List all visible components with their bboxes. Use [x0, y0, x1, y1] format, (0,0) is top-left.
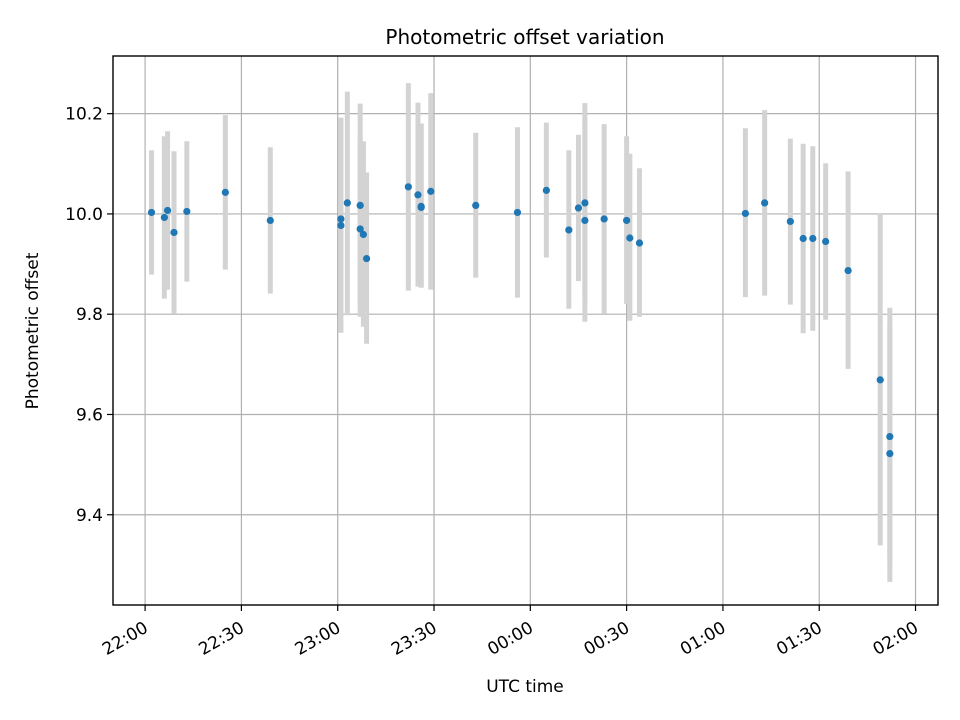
data-point: [844, 266, 852, 275]
data-point: [623, 216, 631, 225]
x-axis-label: UTC time: [486, 677, 564, 697]
data-point: [581, 199, 589, 207]
data-point: [786, 217, 794, 226]
data-point: [160, 213, 168, 222]
data-point: [356, 225, 364, 233]
data-point: [472, 201, 480, 210]
data-point: [163, 206, 172, 215]
data-point: [427, 187, 435, 195]
data-point: [356, 201, 364, 210]
data-point: [359, 230, 367, 239]
data-point: [147, 208, 156, 217]
y-tick-label: 9.6: [76, 405, 103, 425]
data-point: [183, 207, 191, 216]
data-point: [581, 216, 589, 225]
data-point: [761, 199, 769, 207]
data-point: [822, 237, 830, 246]
data-point: [513, 208, 522, 217]
y-tick-label: 9.4: [76, 506, 103, 526]
y-tick-label: 9.8: [76, 305, 103, 325]
data-point: [600, 215, 608, 223]
chart-title: Photometric offset variation: [385, 25, 664, 49]
data-point: [266, 216, 274, 225]
data-point: [635, 239, 644, 247]
data-point: [404, 183, 412, 191]
data-points: [147, 183, 894, 458]
data-point: [574, 204, 583, 212]
data-point: [343, 199, 351, 207]
data-point: [414, 191, 422, 199]
data-point: [886, 449, 894, 458]
y-axis-label: Photometric offset: [23, 252, 43, 409]
data-point: [741, 209, 749, 218]
data-point: [170, 228, 178, 237]
data-point: [799, 234, 807, 243]
plot-frame: [112, 55, 939, 606]
data-point: [886, 432, 894, 441]
data-point: [362, 254, 371, 263]
data-point: [565, 226, 573, 234]
data-point: [417, 203, 425, 212]
y-tick-label: 10.0: [65, 205, 103, 225]
data-point: [542, 186, 550, 194]
data-point: [337, 215, 345, 223]
data-point: [337, 221, 345, 230]
data-point: [876, 376, 884, 384]
data-point: [809, 234, 817, 243]
y-axis-ticks: 9.4 9.6 9.8 10.0 10.2: [65, 105, 113, 526]
y-tick-label: 10.2: [65, 105, 103, 125]
data-point: [221, 188, 229, 196]
data-point: [626, 234, 634, 242]
